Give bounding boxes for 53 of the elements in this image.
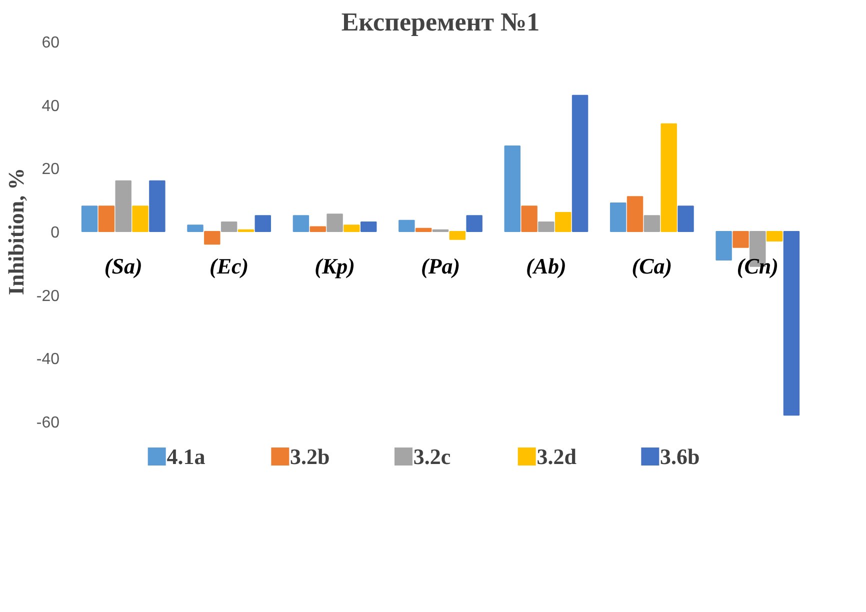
bar	[626, 196, 644, 232]
x-tick-label: (Ec)	[210, 254, 249, 278]
legend-label: 3.2c	[413, 444, 451, 469]
x-tick-label: (Pa)	[420, 254, 460, 278]
bar	[149, 180, 166, 232]
bar	[187, 224, 204, 232]
x-tick-label: (Ca)	[632, 254, 672, 278]
bar	[310, 226, 326, 232]
legend-label: 3.2b	[290, 444, 330, 469]
bar	[766, 231, 783, 242]
bar	[538, 222, 554, 232]
bar	[610, 202, 626, 232]
bar	[521, 206, 538, 232]
legend-label: 3.2d	[536, 444, 576, 469]
legend-label: 3.6b	[660, 444, 700, 469]
bar	[415, 228, 432, 232]
bar	[783, 231, 800, 416]
y-tick-label: 20	[42, 161, 60, 178]
bar	[678, 206, 694, 232]
bar	[398, 220, 415, 232]
legend-label: 4.1a	[166, 444, 206, 469]
bar	[466, 215, 482, 232]
bar	[292, 215, 310, 232]
bar	[344, 224, 360, 232]
y-tick-label: -40	[36, 351, 60, 368]
bar	[115, 180, 132, 232]
bar	[132, 206, 148, 232]
y-tick-label: 0	[50, 224, 60, 242]
bar	[360, 222, 377, 232]
y-tick-label: 60	[42, 34, 60, 52]
bar	[644, 215, 660, 232]
bar	[732, 231, 749, 248]
x-tick-label: (Ab)	[526, 254, 566, 278]
bar	[449, 231, 466, 240]
y-tick-label: -20	[36, 288, 60, 305]
x-tick-label: (Sa)	[104, 254, 142, 278]
y-tick-label: -60	[36, 414, 60, 432]
bar	[572, 94, 588, 232]
bar	[98, 206, 115, 232]
bar	[660, 123, 677, 232]
bar	[204, 231, 220, 245]
bar	[254, 215, 272, 232]
chart-title: Експеремент №1	[341, 8, 540, 36]
x-tick-label: (Kp)	[314, 254, 355, 278]
bar	[555, 212, 572, 232]
bar	[220, 222, 238, 232]
bar	[81, 206, 98, 232]
bar	[504, 146, 520, 232]
y-axis-title: Inhibition, %	[3, 168, 28, 296]
bar	[326, 214, 343, 232]
bar	[716, 231, 732, 260]
x-tick-label: (Cn)	[736, 254, 778, 278]
y-tick-label: 40	[42, 98, 60, 115]
